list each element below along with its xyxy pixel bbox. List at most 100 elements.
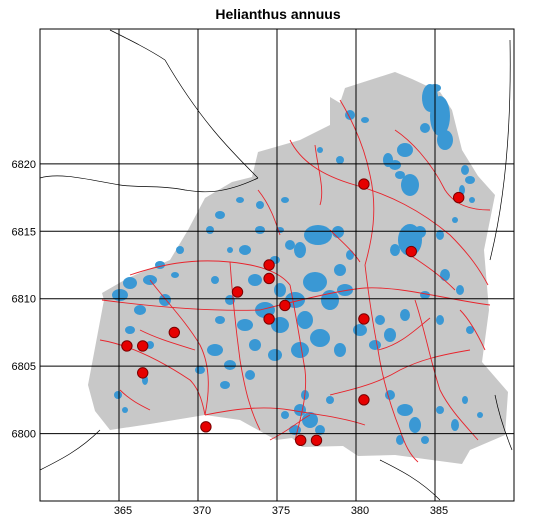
lake: [134, 305, 146, 315]
observation-point: [263, 313, 275, 325]
road: [329, 229, 361, 263]
observation-point: [200, 421, 212, 433]
road: [377, 317, 431, 351]
lake: [430, 96, 450, 136]
municipal-border: [40, 429, 101, 471]
lake: [176, 246, 184, 254]
lake: [383, 153, 393, 167]
municipal-border: [164, 59, 259, 179]
road: [149, 279, 209, 416]
y-tick-label: 6810: [12, 294, 36, 306]
lake: [334, 343, 346, 357]
lake: [294, 242, 306, 258]
municipal-border: [494, 394, 513, 451]
observation-point: [168, 326, 181, 339]
municipal-borders-layer: [40, 29, 513, 501]
lake: [384, 328, 396, 342]
lake: [285, 240, 295, 250]
lake: [385, 390, 395, 400]
observation-point: [310, 434, 323, 447]
lake: [310, 329, 330, 347]
lake: [414, 226, 426, 238]
lake: [303, 272, 327, 292]
road: [314, 144, 323, 206]
lake: [353, 324, 367, 336]
road: [269, 414, 311, 441]
lake: [436, 315, 444, 325]
lake: [224, 360, 236, 370]
road: [339, 99, 375, 266]
lake: [462, 396, 468, 404]
lake: [271, 317, 289, 333]
lake: [171, 272, 179, 278]
lake: [297, 311, 313, 329]
lake: [469, 197, 475, 203]
observation-point: [263, 259, 275, 271]
road: [101, 287, 491, 311]
lake: [123, 277, 137, 289]
x-tick-label: 365: [114, 505, 132, 517]
lake: [436, 406, 444, 414]
observation-point: [137, 367, 149, 379]
road: [229, 261, 261, 431]
municipal-border: [40, 175, 259, 193]
lake: [326, 396, 334, 404]
lake: [452, 217, 458, 223]
lake: [390, 244, 400, 256]
municipal-border: [489, 39, 511, 261]
lake: [291, 342, 309, 358]
lake: [239, 245, 251, 255]
road: [289, 139, 489, 286]
x-tick-label: 375: [272, 505, 290, 517]
lake: [420, 291, 430, 299]
lake: [281, 197, 289, 203]
road: [119, 389, 151, 411]
road: [459, 309, 486, 351]
lake: [334, 264, 346, 276]
lake: [409, 417, 421, 433]
lake: [227, 247, 233, 253]
coordinate-grid: [40, 29, 514, 501]
observation-point: [121, 340, 133, 352]
road: [204, 407, 366, 426]
municipal-border: [379, 459, 441, 501]
lake: [302, 412, 318, 428]
lake: [220, 381, 230, 389]
lake: [420, 123, 430, 133]
lake: [421, 436, 429, 444]
observation-point: [358, 313, 370, 325]
lakes-layer: [112, 84, 483, 445]
lake: [477, 412, 483, 418]
y-axis-tick-labels: 6820 6815 6810 6805 6800: [12, 159, 36, 441]
lake: [237, 319, 253, 331]
lake: [361, 117, 369, 123]
road: [329, 349, 471, 396]
roads-layer: [99, 99, 491, 463]
x-tick-label: 385: [430, 505, 448, 517]
lake: [114, 391, 122, 399]
x-axis-tick-labels: 365 370 375 380 385: [114, 505, 448, 517]
lake: [400, 309, 410, 321]
lake: [315, 425, 325, 435]
road: [394, 129, 491, 211]
lake: [317, 147, 323, 153]
observation-point: [453, 191, 465, 204]
lake: [332, 226, 344, 238]
lake: [122, 407, 128, 413]
lake: [215, 211, 225, 219]
lake: [206, 226, 214, 234]
lake: [346, 250, 354, 260]
lake: [369, 340, 381, 350]
x-tick-label: 380: [351, 505, 369, 517]
lake: [440, 269, 450, 281]
observation-point: [279, 299, 291, 312]
lake: [256, 201, 264, 209]
lake: [281, 411, 289, 419]
lake: [155, 261, 165, 269]
lake: [337, 284, 353, 296]
observation-point: [358, 394, 370, 406]
observation-point: [263, 272, 275, 285]
observation-points: [121, 178, 465, 447]
map-title: Helianthus annuus: [215, 6, 341, 22]
